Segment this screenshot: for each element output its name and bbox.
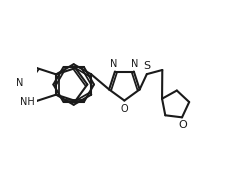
- Text: NH: NH: [20, 97, 35, 107]
- Text: N: N: [15, 78, 23, 88]
- Text: O: O: [121, 104, 128, 114]
- Text: O: O: [179, 120, 187, 130]
- Text: N: N: [131, 59, 138, 69]
- Text: S: S: [143, 61, 150, 71]
- Text: N: N: [110, 59, 118, 69]
